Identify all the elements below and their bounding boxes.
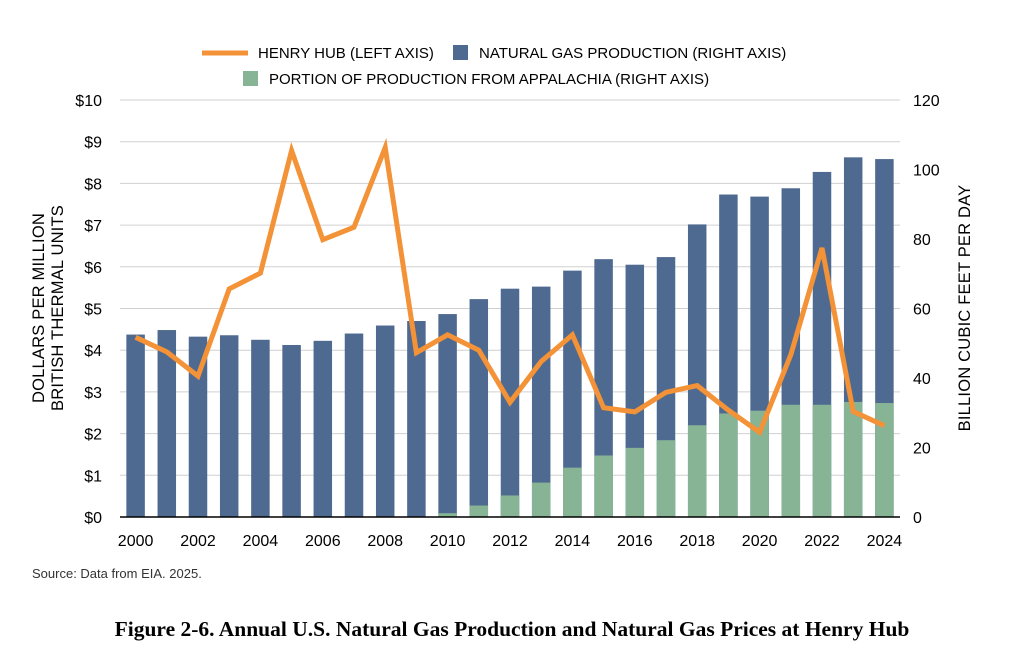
bar-appalachia-2021 (781, 404, 801, 517)
right-axis-title: BILLION CUBIC FEET PER DAY (956, 185, 974, 432)
right-tick-label: 40 (913, 371, 931, 388)
bar-appalachia-2014 (563, 467, 582, 517)
left-tick-label: $0 (84, 510, 102, 527)
legend: HENRY HUB (LEFT AXIS) NATURAL GAS PRODUC… (202, 45, 786, 88)
left-axis-title-line-2: BRITISH THERMAL UNITS (49, 205, 67, 411)
right-tick-label: 120 (913, 93, 940, 110)
left-tick-label: $2 (84, 427, 102, 444)
right-tick-label: 0 (913, 510, 922, 527)
right-tick-label: 80 (913, 232, 931, 249)
bar-appalachia-2016 (625, 447, 645, 517)
x-tick-label: 2020 (742, 533, 778, 550)
x-tick-label: 2022 (804, 533, 840, 550)
bars (126, 157, 894, 518)
bar-appalachia-2023 (843, 401, 863, 517)
x-tick-label: 2024 (867, 533, 903, 550)
bar-production-2011 (469, 299, 489, 517)
x-tick-label: 2018 (679, 533, 715, 550)
legend-label-henry-hub: HENRY HUB (LEFT AXIS) (258, 45, 434, 62)
bar-appalachia-2018 (687, 425, 707, 517)
x-tick-label: 2008 (367, 533, 403, 550)
x-axis-ticks: 2000 2002 2004 2006 2008 2010 2012 2014 2016 2018… (118, 533, 902, 550)
legend-item-henry-hub: HENRY HUB (LEFT AXIS) (202, 45, 434, 62)
bar-production-2013 (531, 286, 551, 517)
left-tick-label: $3 (84, 385, 102, 402)
legend-item-appalachia: PORTION OF PRODUCTION FROM APPALACHIA (R… (243, 71, 709, 88)
bar-appalachia-2012 (500, 495, 520, 517)
bar-appalachia-2010 (438, 513, 457, 517)
bar-production-2008 (375, 325, 395, 517)
x-tick-label: 2004 (243, 533, 279, 550)
bar-appalachia-2013 (531, 482, 551, 517)
x-tick-label: 2016 (617, 533, 653, 550)
left-axis-ticks: $0 $1 $2 $3 $4 $5 $6 $7 $8 $9 $10 (75, 93, 102, 527)
bar-production-2009 (407, 321, 426, 517)
bar-production-2005 (282, 344, 301, 517)
bar-appalachia-2022 (812, 404, 832, 517)
bar-appalachia-2020 (750, 410, 769, 517)
bar-production-2006 (313, 340, 333, 517)
left-tick-label: $9 (84, 135, 102, 152)
henry-hub-line (134, 137, 886, 437)
left-tick-label: $5 (84, 302, 102, 319)
bar-production-2015 (594, 259, 613, 517)
legend-item-production: NATURAL GAS PRODUCTION (RIGHT AXIS) (453, 45, 786, 62)
bar-production-2001 (157, 330, 177, 517)
legend-label-production: NATURAL GAS PRODUCTION (RIGHT AXIS) (479, 45, 786, 62)
legend-swatch-production (453, 45, 468, 60)
left-tick-label: $7 (84, 218, 102, 235)
x-tick-label: 2012 (492, 533, 528, 550)
x-tick-label: 2000 (118, 533, 154, 550)
x-tick-label: 2014 (555, 533, 591, 550)
bar-production-2007 (344, 333, 364, 517)
bar-production-2010 (438, 314, 457, 517)
legend-label-appalachia: PORTION OF PRODUCTION FROM APPALACHIA (R… (269, 71, 709, 88)
figure-caption: Figure 2-6. Annual U.S. Natural Gas Prod… (114, 617, 910, 641)
chart: HENRY HUB (LEFT AXIS) NATURAL GAS PRODUC… (30, 45, 974, 550)
left-tick-label: $1 (84, 468, 102, 485)
left-tick-label: $4 (84, 343, 102, 360)
legend-swatch-appalachia (243, 71, 258, 86)
bar-appalachia-2019 (719, 413, 738, 517)
right-tick-label: 20 (913, 441, 931, 458)
bar-appalachia-2011 (469, 505, 489, 517)
bar-appalachia-2015 (594, 455, 613, 517)
source-note: Source: Data from EIA. 2025. (32, 566, 202, 581)
left-tick-label: $10 (75, 93, 102, 110)
bar-production-2004 (251, 339, 270, 517)
bar-appalachia-2017 (656, 440, 676, 517)
bar-appalachia-2024 (875, 403, 894, 517)
x-tick-label: 2010 (430, 533, 466, 550)
right-tick-label: 100 (913, 163, 940, 180)
right-tick-label: 60 (913, 302, 931, 319)
henry-hub-line-layer (134, 137, 886, 437)
bar-production-2014 (563, 270, 582, 517)
x-tick-label: 2006 (305, 533, 341, 550)
x-tick-label: 2002 (180, 533, 216, 550)
bar-production-2003 (219, 335, 239, 517)
left-tick-label: $6 (84, 260, 102, 277)
right-axis-ticks: 0 20 40 60 80 100 120 (913, 93, 940, 527)
bar-production-2002 (188, 336, 208, 517)
left-tick-label: $8 (84, 176, 102, 193)
bar-production-2000 (126, 334, 145, 517)
left-axis-title-line-1: DOLLARS PER MILLION (30, 213, 48, 403)
